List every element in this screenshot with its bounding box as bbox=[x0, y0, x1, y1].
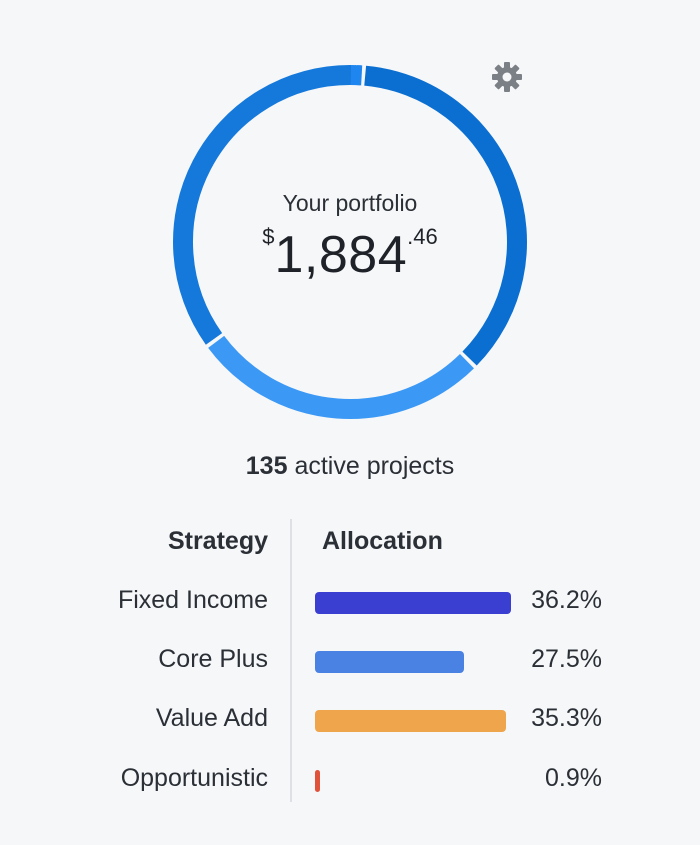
ring-tick bbox=[356, 65, 363, 86]
gear-icon[interactable] bbox=[490, 60, 524, 94]
table-divider bbox=[290, 519, 292, 802]
allocation-percent: 35.3% bbox=[531, 704, 602, 732]
active-projects: 135 active projects bbox=[0, 452, 700, 481]
allocation-bar bbox=[315, 651, 464, 673]
strategy-name: Fixed Income bbox=[117, 586, 268, 614]
currency-symbol: $ bbox=[262, 224, 275, 249]
project-label: active projects bbox=[294, 452, 455, 480]
allocation-row-value-add: Value Add 35.3% bbox=[0, 700, 700, 740]
portfolio-whole: 1,884 bbox=[274, 226, 408, 284]
allocation-row-opportunistic: Opportunistic 0.9% bbox=[0, 760, 700, 800]
portfolio-cents: .46 bbox=[407, 224, 438, 249]
allocation-percent: 27.5% bbox=[531, 645, 602, 673]
portfolio-value: $1,884.46 bbox=[0, 224, 700, 285]
project-count: 135 bbox=[245, 452, 288, 480]
allocation-row-fixed-income: Fixed Income 36.2% bbox=[0, 582, 700, 622]
allocation-bar bbox=[315, 710, 507, 732]
strategy-name: Opportunistic bbox=[120, 764, 268, 792]
strategy-header: Strategy bbox=[167, 527, 268, 555]
allocation-header: Allocation bbox=[322, 527, 443, 555]
strategy-name: Value Add bbox=[155, 704, 268, 732]
portfolio-label: Your portfolio bbox=[282, 190, 418, 216]
allocation-bar bbox=[315, 592, 511, 614]
allocation-percent: 0.9% bbox=[545, 764, 602, 792]
allocation-percent: 36.2% bbox=[531, 586, 602, 614]
strategy-name: Core Plus bbox=[158, 645, 268, 673]
allocation-bar bbox=[315, 770, 320, 792]
ring-segment bbox=[364, 65, 527, 366]
allocation-row-core-plus: Core Plus 27.5% bbox=[0, 641, 700, 681]
ring-segment bbox=[208, 335, 474, 419]
portfolio-ring bbox=[170, 62, 530, 422]
ring-segment bbox=[173, 65, 352, 345]
